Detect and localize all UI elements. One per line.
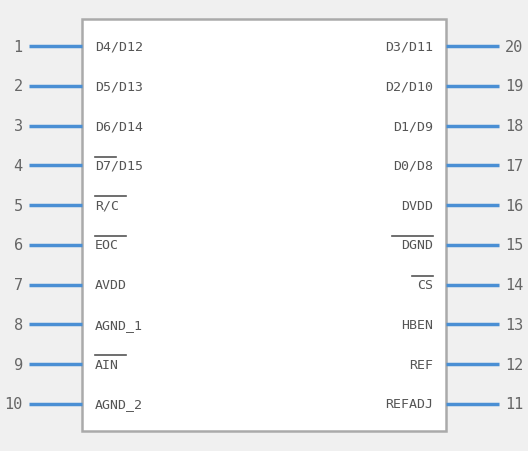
Text: 16: 16 bbox=[505, 198, 524, 213]
Text: CS: CS bbox=[417, 279, 433, 291]
Text: 10: 10 bbox=[4, 396, 23, 411]
Text: 12: 12 bbox=[505, 357, 524, 372]
Text: D3/D11: D3/D11 bbox=[385, 41, 433, 54]
Text: 15: 15 bbox=[505, 238, 524, 253]
Text: D4/D12: D4/D12 bbox=[95, 41, 143, 54]
Text: R/C: R/C bbox=[95, 199, 119, 212]
Text: REF: REF bbox=[409, 358, 433, 371]
Text: 6: 6 bbox=[14, 238, 23, 253]
Text: 14: 14 bbox=[505, 277, 524, 293]
Text: 4: 4 bbox=[14, 158, 23, 174]
Text: 8: 8 bbox=[14, 317, 23, 332]
Text: 18: 18 bbox=[505, 119, 524, 134]
Text: 11: 11 bbox=[505, 396, 524, 411]
Text: 3: 3 bbox=[14, 119, 23, 134]
Text: HBEN: HBEN bbox=[401, 318, 433, 331]
Text: AVDD: AVDD bbox=[95, 279, 127, 291]
Text: 19: 19 bbox=[505, 79, 524, 94]
Text: 7: 7 bbox=[14, 277, 23, 293]
Text: D6/D14: D6/D14 bbox=[95, 120, 143, 133]
Text: D2/D10: D2/D10 bbox=[385, 80, 433, 93]
Text: D7/D15: D7/D15 bbox=[95, 160, 143, 172]
Text: D5/D13: D5/D13 bbox=[95, 80, 143, 93]
Text: AIN: AIN bbox=[95, 358, 119, 371]
Text: REFADJ: REFADJ bbox=[385, 397, 433, 410]
Text: D0/D8: D0/D8 bbox=[393, 160, 433, 172]
Bar bbox=[82, 20, 446, 431]
Text: 13: 13 bbox=[505, 317, 524, 332]
Text: AGND_2: AGND_2 bbox=[95, 397, 143, 410]
Text: 9: 9 bbox=[14, 357, 23, 372]
Text: 5: 5 bbox=[14, 198, 23, 213]
Text: DGND: DGND bbox=[401, 239, 433, 252]
Text: D1/D9: D1/D9 bbox=[393, 120, 433, 133]
Text: 20: 20 bbox=[505, 40, 524, 55]
Text: DVDD: DVDD bbox=[401, 199, 433, 212]
Text: 2: 2 bbox=[14, 79, 23, 94]
Text: EOC: EOC bbox=[95, 239, 119, 252]
Text: 17: 17 bbox=[505, 158, 524, 174]
Text: AGND_1: AGND_1 bbox=[95, 318, 143, 331]
Text: 1: 1 bbox=[14, 40, 23, 55]
